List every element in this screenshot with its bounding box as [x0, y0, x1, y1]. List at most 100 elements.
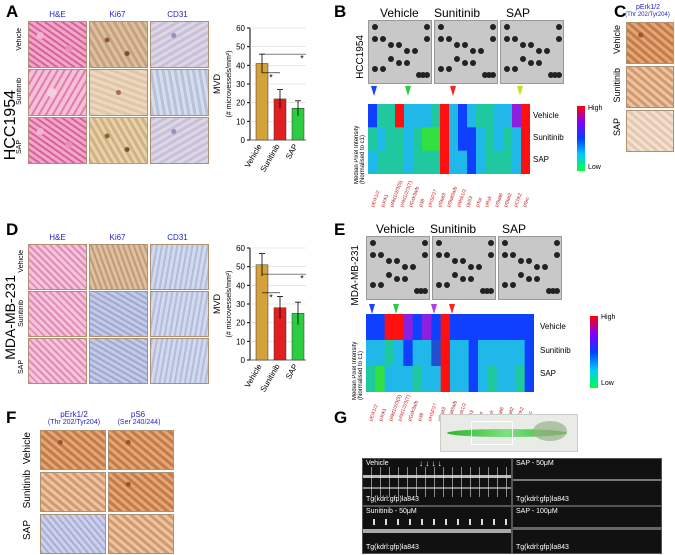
panel-d-letter: D: [6, 220, 19, 239]
panel-d-img-he-sunitinib: [28, 291, 87, 337]
heat-cell: [394, 366, 404, 392]
panel-b-letter: B: [334, 2, 347, 21]
panel-c-row-sap: SAP: [612, 118, 622, 137]
heat-cell: [377, 150, 387, 174]
panel-f-col2-line2: (Ser 240/244): [117, 419, 161, 426]
panel-c-header-1: pErk1/2: [635, 4, 661, 11]
fish-caption-sap-50: Tg(kdrl:gfp)la843: [516, 496, 569, 503]
panel-e-treat-sap: SAP: [502, 222, 527, 236]
panel-b-cell-line: HCC1954: [355, 35, 366, 79]
blot-spot: [544, 48, 550, 54]
blot-spot: [528, 60, 534, 66]
y-tick-label: 0: [241, 136, 246, 145]
blot-spot: [552, 72, 558, 78]
panel-a-col-ki67: Ki67: [109, 10, 126, 19]
heat-cell: [467, 127, 477, 152]
blot-spot: [380, 36, 386, 42]
blot-spot: [534, 264, 540, 270]
panel-a-img-he-sunitinib: [28, 69, 87, 116]
blot-spot: [460, 258, 466, 264]
protein-label: pp53: [465, 195, 475, 209]
panel-d-col-cd31: CD31: [167, 233, 188, 242]
blot-spot: [370, 282, 376, 288]
blot-spot: [454, 42, 460, 48]
heat-cell: [503, 104, 513, 128]
heat-cell: [422, 366, 432, 392]
panel-b-legend-bar: [577, 106, 585, 171]
panel-a-img-ki67-sap: [89, 117, 148, 164]
bar-vehicle: [255, 63, 269, 141]
blot-spot: [422, 252, 428, 258]
panel-f-img-perk-sunitinib: [40, 472, 106, 512]
panel-d-img-ki67-sunitinib: [89, 291, 148, 337]
blot-spot: [410, 264, 416, 270]
panel-e-heatmap: [366, 314, 534, 392]
panel-b-legend-high: High: [588, 105, 603, 112]
heat-cell: [512, 150, 522, 174]
heat-cell: [524, 366, 534, 392]
panel-b-row-sap: SAP: [533, 155, 550, 164]
panel-f-letter: F: [6, 408, 17, 427]
blot-spot: [394, 258, 400, 264]
panel-a-col-cd31: CD31: [167, 10, 188, 19]
highlight-arrow: [369, 304, 375, 314]
heat-cell: [515, 340, 526, 367]
highlight-arrow: [450, 86, 456, 96]
heat-cell: [431, 314, 442, 341]
heat-cell: [431, 340, 442, 367]
panel-c-img-sunitinib: [626, 66, 674, 108]
heat-cell: [485, 104, 495, 128]
blot-spot: [536, 60, 542, 66]
y-tick-label: 50: [236, 263, 245, 272]
panel-c-letter: C: [614, 2, 627, 21]
heat-cell: [375, 366, 386, 392]
protein-label: pRsk: [484, 195, 494, 209]
heat-cell: [366, 314, 376, 341]
blot-spot: [462, 42, 468, 48]
heat-cell: [521, 150, 530, 174]
heat-cell: [395, 127, 405, 152]
blot-spot: [404, 60, 410, 66]
fish-caption-sap-100: Tg(kdrl:gfp)la843: [516, 544, 569, 551]
heat-cell: [422, 150, 432, 174]
blot-spot: [452, 272, 458, 278]
panel-a-img-he-sap: [28, 117, 87, 164]
heat-cell: [485, 150, 495, 174]
blot-spot: [556, 72, 562, 78]
blot-spot: [468, 276, 474, 282]
heat-cell: [412, 366, 423, 392]
blot-spot: [468, 264, 474, 270]
heat-cell: [459, 314, 470, 341]
sig-star: *: [269, 72, 273, 82]
panel-b-treat-sunitinib: Sunitinib: [434, 6, 481, 20]
heat-cell: [524, 340, 534, 367]
panel-b-arrows: [371, 86, 523, 96]
heat-cell: [449, 150, 459, 174]
heat-cell: [384, 314, 395, 341]
heat-cell: [422, 340, 432, 367]
panel-e-letter: E: [334, 220, 346, 239]
blot-spot: [386, 272, 392, 278]
blot-spot: [470, 48, 476, 54]
blot-spot: [462, 60, 468, 66]
blot-spot: [520, 42, 526, 48]
heat-cell: [487, 340, 498, 367]
panel-e-row-vehicle: Vehicle: [540, 322, 566, 331]
blot-spot: [490, 36, 496, 42]
blot-spot: [504, 66, 510, 72]
y-tick-label: 30: [236, 300, 245, 309]
heat-cell: [512, 104, 522, 128]
blot-spot: [414, 288, 420, 294]
blot-spot: [556, 36, 562, 42]
panel-a-img-cd31-sunitinib: [150, 69, 209, 116]
sig-star: *: [300, 54, 304, 64]
fish-img-sap-50: SAP - 50μM Tg(kdrl:gfp)la843: [512, 458, 662, 506]
blot-spot: [436, 252, 442, 258]
heat-cell: [413, 104, 423, 128]
blot-spot: [378, 282, 384, 288]
blot-spot: [480, 288, 486, 294]
panel-d-img-he-vehicle: [28, 244, 87, 290]
panel-f-img-ps6-vehicle: [108, 430, 174, 470]
blot-spot: [490, 24, 496, 30]
